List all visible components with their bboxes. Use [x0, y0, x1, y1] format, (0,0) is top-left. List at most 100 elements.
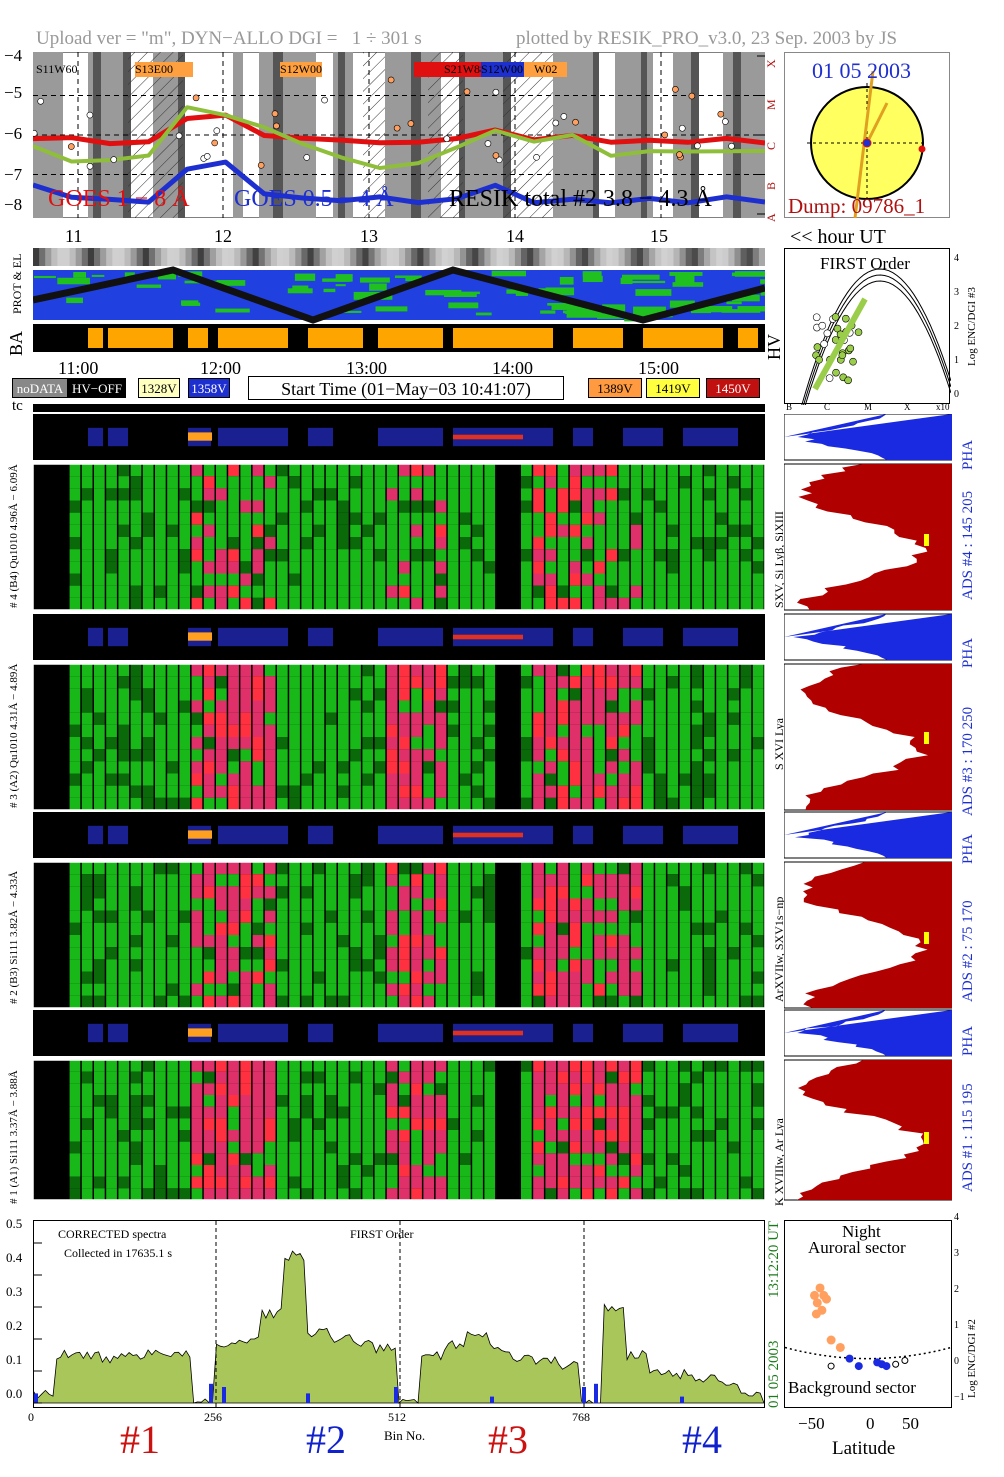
- spec-cell: [533, 573, 544, 586]
- spec-cell: [301, 737, 313, 750]
- lat-ytick: 1: [954, 1320, 959, 1331]
- spec-cell: [350, 549, 361, 562]
- spec-cell: [545, 700, 557, 713]
- prot-green-patch: [294, 273, 316, 281]
- spec-cell: [594, 922, 605, 935]
- spec-cell: [484, 995, 496, 1008]
- spec-cell: [203, 1060, 215, 1072]
- spec-cell: [667, 1130, 679, 1142]
- spec-cell: [203, 500, 215, 513]
- spec-cell: [399, 1095, 410, 1107]
- spec-cell: [130, 749, 142, 762]
- spec-cell: [179, 664, 191, 677]
- spec-cell: [191, 761, 203, 774]
- spec-cell: [301, 676, 313, 689]
- spec-cell: [618, 1176, 630, 1189]
- spec-cell: [423, 561, 435, 574]
- spec-cell: [606, 1141, 618, 1154]
- spec-cell: [325, 1141, 337, 1154]
- spec-cell: [264, 785, 276, 798]
- spec-cell: [313, 995, 325, 1008]
- spec-cell: [216, 1176, 227, 1189]
- spec-cell: [386, 664, 398, 677]
- spec-cell: [667, 500, 679, 513]
- spec-cell: [472, 1118, 483, 1130]
- spec-cell: [752, 524, 764, 537]
- goes-series-2: [32, 159, 766, 206]
- spec-cell: [582, 910, 593, 923]
- spec-cell: [643, 573, 654, 586]
- spec-cell: [484, 464, 496, 477]
- orbit-el-segment: [722, 248, 729, 266]
- orbit-el-segment: [118, 248, 125, 266]
- spec-cell: [264, 886, 276, 899]
- spec-cell: [179, 476, 191, 489]
- spec-cell: [435, 561, 447, 574]
- spec-cell: [533, 500, 544, 513]
- spec-cell: [191, 1060, 203, 1072]
- fo-ytick: 4: [954, 253, 959, 264]
- spec-cell: [667, 737, 679, 750]
- spec-cell: [374, 749, 386, 762]
- spec-cell: [264, 761, 276, 774]
- spec-cell: [130, 935, 142, 948]
- fo-point: [846, 344, 855, 353]
- spec-cell: [411, 724, 422, 737]
- spec-cell: [313, 910, 325, 923]
- spec-cell: [447, 524, 459, 537]
- spec-cell: [533, 1083, 544, 1095]
- spec-cell: [655, 597, 666, 610]
- spec-cell: [94, 922, 105, 935]
- spec-cell: [472, 537, 483, 550]
- spec-cell: [582, 947, 593, 960]
- spec-cell: [594, 512, 605, 525]
- spec-cell: [277, 464, 288, 477]
- spec-cell: [679, 1153, 691, 1165]
- spec-cell: [94, 749, 105, 762]
- orbit-el-segment: [136, 248, 144, 266]
- spec-cell: [704, 512, 715, 525]
- legend-hvoff: HV−OFF: [68, 378, 126, 398]
- spec-cell: [228, 561, 239, 574]
- spec-cell: [313, 1130, 325, 1142]
- spec-cell: [81, 476, 93, 489]
- spec-cell: [606, 898, 618, 911]
- goes-scatter-point: [722, 118, 729, 125]
- spec-cell: [94, 1176, 105, 1189]
- spec-cell: [362, 737, 374, 750]
- spec-cell: [167, 524, 178, 537]
- spec-cell: [716, 549, 727, 562]
- spec-cell: [655, 1188, 666, 1200]
- spec-cell: [106, 488, 117, 501]
- spec-cell: [386, 898, 398, 911]
- spec-cell: [252, 1188, 264, 1200]
- spec-cell: [264, 898, 276, 911]
- spec-cell: [606, 676, 618, 689]
- spec-cell: [679, 676, 691, 689]
- spec-cell: [118, 537, 130, 550]
- spec-cell: [264, 1106, 276, 1119]
- spec-cell: [557, 1165, 569, 1177]
- spec-cell: [545, 910, 557, 923]
- orbit-el-segment: [350, 248, 357, 266]
- orbit-el-segment: [447, 248, 455, 266]
- spec-cell: [240, 971, 252, 984]
- spec-cell: [594, 995, 605, 1008]
- spec-cell: [240, 1130, 252, 1142]
- spec-cell: [325, 664, 337, 677]
- spec-cell: [228, 959, 239, 972]
- spec-cell: [740, 1141, 752, 1154]
- spec-cell: [362, 761, 374, 774]
- spec-cell: [118, 676, 130, 689]
- spec-cell: [728, 597, 740, 610]
- spec-cell: [228, 549, 239, 562]
- spec-cell: [289, 700, 300, 713]
- orbit-el-segment: [508, 248, 516, 266]
- spec-cell: [277, 959, 288, 972]
- prot-green-patch: [565, 310, 602, 314]
- spec-cell: [130, 724, 142, 737]
- spec-cell: [411, 785, 422, 798]
- spec-cell: [484, 749, 496, 762]
- spec-cell: [484, 676, 496, 689]
- spec-cell: [569, 512, 581, 525]
